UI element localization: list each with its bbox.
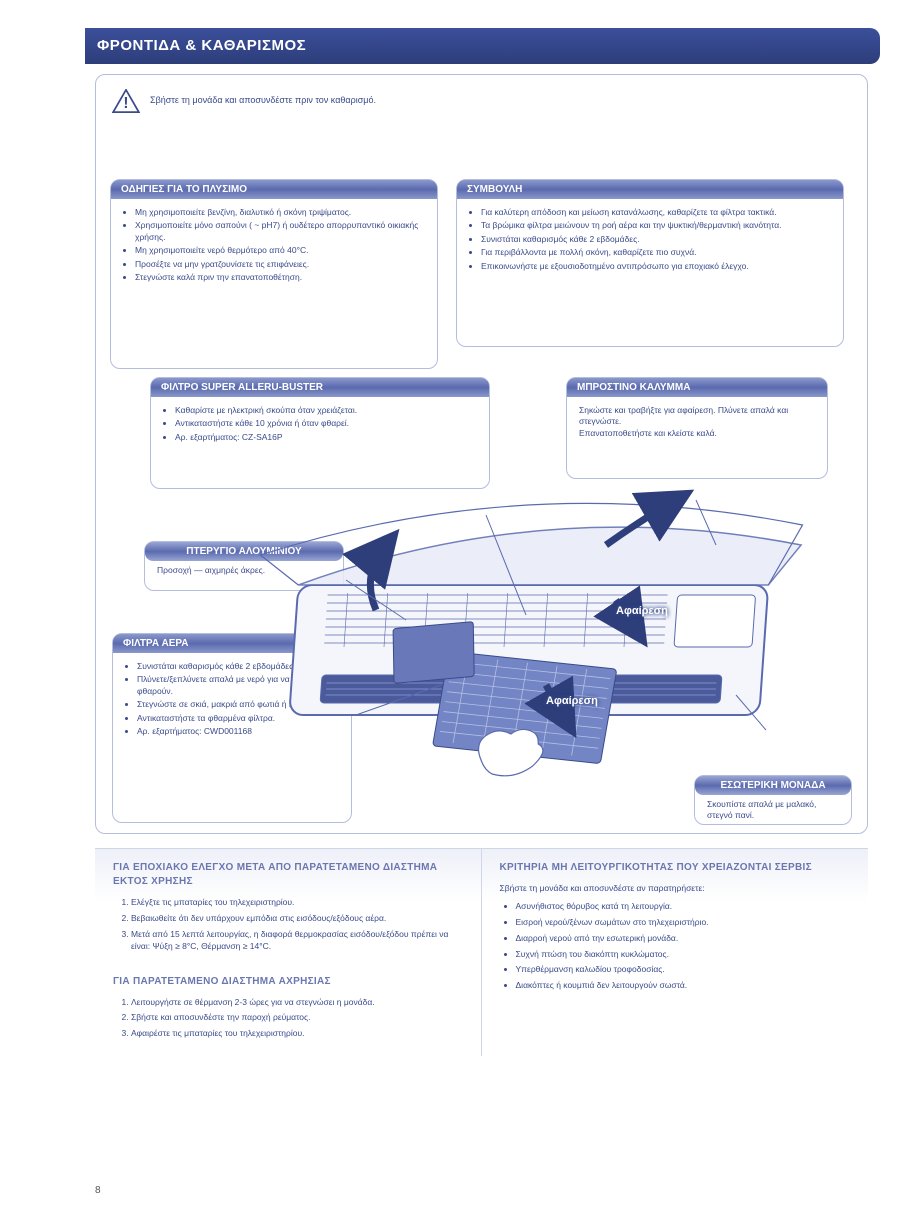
bottom-left-column: ΓΙΑ ΕΠΟΧΙΑΚΟ ΕΛΕΓΧΟ ΜΕΤΑ ΑΠΟ ΠΑΡΑΤΕΤΑΜΕΝ… [95, 849, 482, 1056]
caution-icon: ! [112, 89, 140, 113]
svg-text:!: ! [123, 95, 128, 112]
list-item: Υπερθέρμανση καλωδίου τροφοδοσίας. [516, 964, 851, 976]
list-item: Εισροή νερού/ξένων σωμάτων στο τηλεχειρι… [516, 917, 851, 929]
list-item: Ασυνήθιστος θόρυβος κατά τη λειτουργία. [516, 901, 851, 913]
main-panel: ! Σβήστε τη μονάδα και αποσυνδέστε πριν … [95, 74, 868, 834]
card-washing-list: Μη χρησιμοποιείτε βενζίνη, διαλυτικό ή σ… [123, 207, 425, 284]
list-item: Αντικαταστήστε κάθε 10 χρόνια ή όταν φθα… [175, 418, 477, 429]
preseason-title: ΓΙΑ ΕΠΟΧΙΑΚΟ ΕΛΕΓΧΟ ΜΕΤΑ ΑΠΟ ΠΑΡΑΤΕΤΑΜΕΝ… [113, 861, 463, 889]
bottom-sections: ΓΙΑ ΕΠΟΧΙΑΚΟ ΕΛΕΓΧΟ ΜΕΤΑ ΑΠΟ ΠΑΡΑΤΕΤΑΜΕΝ… [95, 848, 868, 1056]
list-item: Προσέξτε να μην γρατζουνίσετε τις επιφάν… [135, 259, 425, 270]
list-item: Διακόπτες ή κουμπιά δεν λειτουργούν σωστ… [516, 980, 851, 992]
card-super-filter: ΦΙΛΤΡΟ SUPER ALLERU-BUSTER Καθαρίστε με … [150, 377, 490, 489]
card-front-panel-title: ΜΠΡΟΣΤΙΝΟ ΚΑΛΥΜΜΑ [567, 378, 827, 397]
card-super-filter-title: ΦΙΛΤΡΟ SUPER ALLERU-BUSTER [151, 378, 489, 397]
list-item: Σηκώστε και τραβήξτε για αφαίρεση. Πλύνε… [579, 405, 815, 428]
list-item: Καθαρίστε με ηλεκτρική σκούπα όταν χρειά… [175, 405, 477, 416]
page-title: ΦΡΟΝΤΙΔΑ & ΚΑΘΑΡΙΣΜΟΣ [97, 37, 306, 54]
bottom-right-column: ΚΡΙΤΗΡΙΑ ΜΗ ΛΕΙΤΟΥΡΓΙΚΟΤΗΤΑΣ ΠΟΥ ΧΡΕΙΑΖΟ… [482, 849, 869, 1056]
card-hint-title: ΣΥΜΒΟΥΛΗ [457, 180, 843, 199]
criteria-list: Ασυνήθιστος θόρυβος κατά τη λειτουργία. … [516, 901, 851, 992]
list-item: Σβήστε και αποσυνδέστε την παροχή ρεύματ… [131, 1012, 463, 1024]
list-item: Μετά από 15 λεπτά λειτουργίας, η διαφορά… [131, 929, 463, 953]
card-hint: ΣΥΜΒΟΥΛΗ Για καλύτερη απόδοση και μείωση… [456, 179, 844, 347]
list-item: Αρ. εξαρτήματος: CZ-SA16P [175, 432, 477, 443]
card-hint-list: Για καλύτερη απόδοση και μείωση κατανάλω… [469, 207, 831, 272]
card-washing-title: ΟΔΗΓΙΕΣ ΓΙΑ ΤΟ ΠΛΥΣΙΜΟ [111, 180, 437, 199]
list-item: Μη χρησιμοποιείτε βενζίνη, διαλυτικό ή σ… [135, 207, 425, 218]
ac-unit-illustration [246, 475, 836, 795]
callout-remove-1: Αφαίρεση [616, 605, 668, 617]
list-item: Διαρροή νερού από την εσωτερική μονάδα. [516, 933, 851, 945]
list-item: Μη χρησιμοποιείτε νερό θερμότερο από 40°… [135, 245, 425, 256]
callout-remove-2: Αφαίρεση [546, 695, 598, 707]
page-number: 8 [95, 1185, 101, 1196]
list-item: Επικοινωνήστε με εξουσιοδοτημένο αντιπρό… [481, 261, 831, 272]
list-item: Λειτουργήστε σε θέρμανση 2-3 ώρες για να… [131, 997, 463, 1009]
list-item: Επανατοποθετήστε και κλείστε καλά. [579, 428, 815, 439]
list-item: Ελέγξτε τις μπαταρίες του τηλεχειριστηρί… [131, 897, 463, 909]
preseason-list: Ελέγξτε τις μπαταρίες του τηλεχειριστηρί… [131, 897, 463, 953]
nonuse-title: ΓΙΑ ΠΑΡΑΤΕΤΑΜΕΝΟ ΔΙΑΣΤΗΜΑ ΑΧΡΗΣΙΑΣ [113, 975, 463, 989]
list-item: Για περιβάλλοντα με πολλή σκόνη, καθαρίζ… [481, 247, 831, 258]
list-item: Βεβαιωθείτε ότι δεν υπάρχουν εμπόδια στι… [131, 913, 463, 925]
criteria-title: ΚΡΙΤΗΡΙΑ ΜΗ ΛΕΙΤΟΥΡΓΙΚΟΤΗΤΑΣ ΠΟΥ ΧΡΕΙΑΖΟ… [500, 861, 851, 875]
list-item: Για καλύτερη απόδοση και μείωση κατανάλω… [481, 207, 831, 218]
card-front-panel: ΜΠΡΟΣΤΙΝΟ ΚΑΛΥΜΜΑ Σηκώστε και τραβήξτε γ… [566, 377, 828, 479]
page-title-bar: ΦΡΟΝΤΙΔΑ & ΚΑΘΑΡΙΣΜΟΣ [85, 28, 880, 64]
list-item: Χρησιμοποιείτε μόνο σαπούνι ( ~ pH7) ή ο… [135, 220, 425, 243]
card-washing: ΟΔΗΓΙΕΣ ΓΙΑ ΤΟ ΠΛΥΣΙΜΟ Μη χρησιμοποιείτε… [110, 179, 438, 369]
list-item: Συνιστάται καθαρισμός κάθε 2 εβδομάδες. [481, 234, 831, 245]
caution-row: ! Σβήστε τη μονάδα και αποσυνδέστε πριν … [96, 75, 867, 121]
criteria-intro: Σβήστε τη μονάδα και αποσυνδέστε αν παρα… [500, 883, 851, 895]
list-item: Συχνή πτώση του διακόπτη κυκλώματος. [516, 949, 851, 961]
nonuse-list: Λειτουργήστε σε θέρμανση 2-3 ώρες για να… [131, 997, 463, 1041]
list-item: Αφαιρέστε τις μπαταρίες του τηλεχειριστη… [131, 1028, 463, 1040]
card-super-filter-list: Καθαρίστε με ηλεκτρική σκούπα όταν χρειά… [163, 405, 477, 443]
caution-text: Σβήστε τη μονάδα και αποσυνδέστε πριν το… [150, 95, 376, 107]
list-item: Τα βρώμικα φίλτρα μειώνουν τη ροή αέρα κ… [481, 220, 831, 231]
list-item: Στεγνώστε καλά πριν την επανατοποθέτηση. [135, 272, 425, 283]
card-indoor-unit-text: Σκουπίστε απαλά με μαλακό, στεγνό πανί. [695, 795, 851, 832]
